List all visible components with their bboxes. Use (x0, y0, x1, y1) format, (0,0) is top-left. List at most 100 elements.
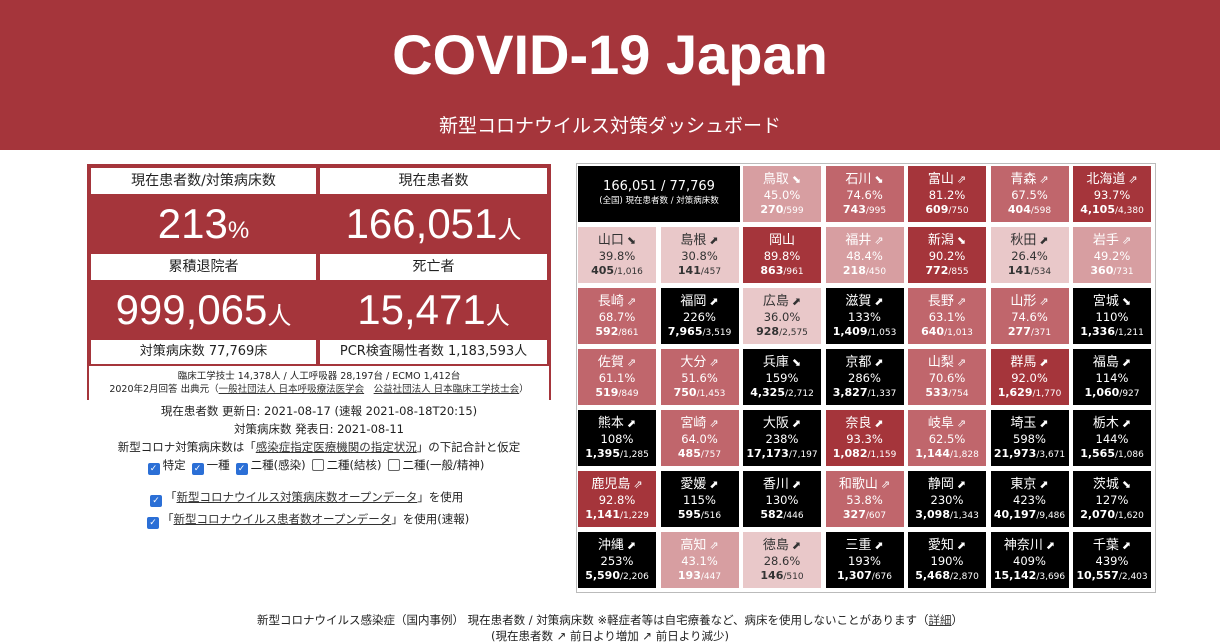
prefecture-ratio: 51.6% (681, 371, 718, 385)
prefecture-cell[interactable]: 秋田 ⬈ 26.4% 141/534 (990, 227, 1069, 283)
trend-up-outline-icon: ⇗ (1121, 234, 1132, 247)
prefecture-cell[interactable]: 徳島 ⬈ 28.6% 146/510 (743, 532, 821, 588)
prefecture-cell[interactable]: 京都 ⬈ 286% 3,827/1,337 (825, 349, 904, 405)
prefecture-name: 岡山 (768, 233, 795, 248)
prefecture-cell[interactable]: 広島 ⬈ 36.0% 928/2,575 (743, 288, 821, 344)
prefecture-cell[interactable]: 愛媛 ⬈ 115% 595/516 (660, 471, 739, 527)
prefecture-name: 茨城 ⬊ (1092, 477, 1132, 492)
bed-type-option[interactable]: ✓ 特定 (147, 458, 186, 475)
prefecture-name: 愛知 ⬈ (927, 538, 967, 553)
trend-up-outline-icon: ⇗ (1039, 173, 1049, 186)
prefecture-cell[interactable]: 鹿児島 ⇗ 92.8% 1,141/1,229 (578, 471, 656, 527)
patients-opendata-link[interactable]: 新型コロナウイルス患者数オープンデータ (173, 512, 392, 526)
prefecture-cell[interactable]: 静岡 ⬈ 230% 3,098/1,343 (908, 471, 986, 527)
prefecture-cell[interactable]: 東京 ⬈ 423% 40,197/9,486 (990, 471, 1069, 527)
prefecture-cell[interactable]: 高知 ⇗ 43.1% 193/447 (660, 532, 739, 588)
discharged-label: 累積退院者 (91, 254, 316, 280)
prefecture-name: 富山 ⇗ (927, 172, 967, 187)
prefecture-name: 岩手 ⇗ (1092, 233, 1132, 248)
prefecture-cell[interactable]: 沖縄 ⬈ 253% 5,590/2,206 (578, 532, 656, 588)
prefecture-counts: 533/754 (925, 386, 969, 399)
bed-type-option[interactable]: ✓ 一種 (191, 458, 230, 475)
bed-type-checkbox[interactable]: ✓ (147, 463, 160, 475)
prefecture-ratio: 409% (1013, 554, 1046, 568)
prefecture-cell[interactable]: 滋賀 ⬈ 133% 1,409/1,053 (825, 288, 904, 344)
prefecture-cell[interactable]: 三重 ⬈ 193% 1,307/676 (825, 532, 904, 588)
prefecture-cell[interactable]: 山口 ⬊ 39.8% 405/1,016 (578, 227, 656, 283)
prefecture-cell[interactable]: 山形 ⇗ 74.6% 277/371 (990, 288, 1069, 344)
prefecture-cell[interactable]: 福島 ⬈ 114% 1,060/927 (1073, 349, 1151, 405)
prefecture-ratio: 439% (1095, 554, 1129, 568)
page-footer: 新型コロナウイルス感染症（国内事例） 現在患者数 / 対策病床数 ※軽症者等は自… (0, 612, 1220, 644)
prefecture-cell[interactable]: 埼玉 ⬈ 598% 21,973/3,671 (990, 410, 1069, 466)
prefecture-cell[interactable]: 熊本 ⬈ 108% 1,395/1,285 (578, 410, 656, 466)
checkbox-beds-opendata[interactable]: ✓ (150, 495, 162, 507)
prefecture-cell[interactable]: 奈良 ⬈ 93.3% 1,082/1,159 (825, 410, 904, 466)
bed-type-checkbox[interactable] (311, 459, 324, 471)
prefecture-ratio: 74.6% (846, 188, 883, 202)
prefecture-cell[interactable]: 兵庫 ⬊ 159% 4,325/2,712 (743, 349, 821, 405)
prefecture-ratio: 62.5% (928, 432, 966, 446)
prefecture-cell[interactable]: 栃木 ⬈ 144% 1,565/1,086 (1073, 410, 1151, 466)
prefecture-ratio: 48.4% (846, 249, 883, 263)
source-link-jacet[interactable]: 公益社団法人 日本臨床工学技士会 (373, 384, 520, 395)
option-patients-opendata[interactable]: ✓ 「新型コロナウイルス患者数オープンデータ」を使用(速報) (87, 508, 551, 530)
prefecture-counts: 7,965/3,519 (667, 325, 732, 338)
prefecture-counts: 519/849 (595, 386, 639, 399)
option-beds-opendata[interactable]: ✓ 「新型コロナウイルス対策病床数オープンデータ」を使用 (87, 486, 551, 508)
prefecture-ratio: 130% (765, 493, 799, 507)
prefecture-cell[interactable]: 福井 ⇗ 48.4% 218/450 (825, 227, 904, 283)
source-note: 2020年2月回答 出典元（一般社団法人 日本呼吸療法医学会 公益社団法人 日本… (109, 384, 529, 395)
trend-up-outline-icon: ⇗ (626, 356, 637, 369)
prefecture-cell[interactable]: 和歌山 ⇗ 53.8% 327/607 (825, 471, 904, 527)
prefecture-cell[interactable]: 島根 ⬈ 30.8% 141/457 (660, 227, 739, 283)
prefecture-cell[interactable]: 大阪 ⬈ 238% 17,173/7,197 (743, 410, 821, 466)
source-link-jsrcm[interactable]: 一般社団法人 日本呼吸療法医学会 (218, 384, 365, 395)
bed-type-checkbox[interactable] (387, 459, 400, 471)
prefecture-cell[interactable]: 宮城 ⬊ 110% 1,336/1,211 (1073, 288, 1151, 344)
prefecture-cell[interactable]: 香川 ⬈ 130% 582/446 (743, 471, 821, 527)
prefecture-cell[interactable]: 北海道 ⇗ 93.7% 4,105/4,380 (1073, 166, 1151, 222)
beds-opendata-link[interactable]: 新型コロナウイルス対策病床数オープンデータ (176, 490, 418, 504)
prefecture-ratio: 226% (683, 310, 716, 324)
prefecture-cell[interactable]: 岡山 89.8% 863/961 (743, 227, 821, 283)
prefecture-cell[interactable]: 青森 ⇗ 67.5% 404/598 (990, 166, 1069, 222)
prefecture-cell[interactable]: 富山 ⇗ 81.2% 609/750 (908, 166, 986, 222)
prefecture-name: 大分 ⇗ (680, 355, 719, 370)
bed-type-option[interactable]: 二種(一般/精神) (387, 458, 484, 472)
designated-hospitals-link[interactable]: 感染症指定医療機関の指定状況 (255, 440, 417, 454)
prefecture-cell[interactable]: 群馬 ⬈ 92.0% 1,629/1,770 (990, 349, 1069, 405)
prefecture-cell[interactable]: 神奈川 ⬈ 409% 15,142/3,696 (990, 532, 1069, 588)
prefecture-cell[interactable]: 茨城 ⬊ 127% 2,070/1,620 (1073, 471, 1151, 527)
prefecture-cell[interactable]: 岩手 ⇗ 49.2% 360/731 (1073, 227, 1151, 283)
prefecture-cell[interactable]: 佐賀 ⇗ 61.1% 519/849 (578, 349, 656, 405)
prefecture-cell[interactable]: 大分 ⇗ 51.6% 750/1,453 (660, 349, 739, 405)
prefecture-cell[interactable]: 長野 ⇗ 63.1% 640/1,013 (908, 288, 986, 344)
prefecture-counts: 40,197/9,486 (993, 508, 1066, 521)
prefecture-cell[interactable]: 愛知 ⬈ 190% 5,468/2,870 (908, 532, 986, 588)
prefecture-cell[interactable]: 長崎 ⇗ 68.7% 592/861 (578, 288, 656, 344)
page-header: COVID-19 Japan 新型コロナウイルス対策ダッシュボード (0, 0, 1220, 150)
prefecture-ratio: 114% (1095, 371, 1129, 385)
prefecture-cell[interactable]: 山梨 ⇗ 70.6% 533/754 (908, 349, 986, 405)
prefecture-cell[interactable]: 岐阜 ⇗ 62.5% 1,144/1,828 (908, 410, 986, 466)
prefecture-cell[interactable]: 新潟 ⬊ 90.2% 772/855 (908, 227, 986, 283)
prefecture-ratio: 92.8% (598, 493, 636, 507)
prefecture-counts: 277/371 (1007, 325, 1052, 338)
trend-down-icon: ⬊ (791, 356, 802, 369)
prefecture-cell[interactable]: 石川 ⬊ 74.6% 743/995 (825, 166, 904, 222)
checkbox-patients-opendata[interactable]: ✓ (147, 517, 159, 529)
bed-type-label: 二種(結核) (326, 458, 382, 472)
prefecture-cell[interactable]: 千葉 ⬈ 439% 10,557/2,403 (1073, 532, 1151, 588)
trend-up-icon: ⬈ (1039, 356, 1049, 369)
bed-type-checkbox[interactable]: ✓ (235, 463, 248, 475)
prefecture-cell[interactable]: 宮崎 ⇗ 64.0% 485/757 (660, 410, 739, 466)
prefecture-counts: 2,070/1,620 (1080, 508, 1144, 521)
prefecture-cell[interactable]: 鳥取 ⬊ 45.0% 270/599 (743, 166, 821, 222)
prefecture-cell[interactable]: 福岡 ⬈ 226% 7,965/3,519 (660, 288, 739, 344)
bed-type-option[interactable]: ✓ 二種(感染) (235, 458, 306, 475)
discharged-value: 999,065人 (115, 286, 292, 333)
bed-type-checkbox[interactable]: ✓ (191, 463, 204, 475)
details-link[interactable]: 詳細 (928, 613, 952, 627)
bed-type-option[interactable]: 二種(結核) (311, 458, 382, 472)
